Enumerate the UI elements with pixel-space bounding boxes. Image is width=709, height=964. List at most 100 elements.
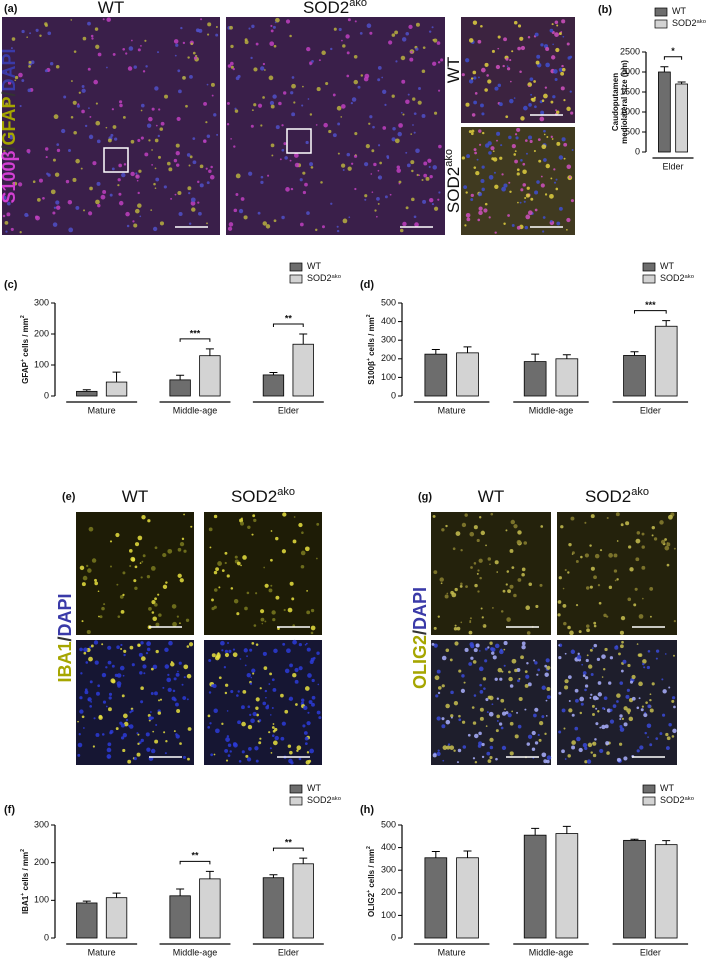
y-tick-label: 200 — [34, 328, 49, 338]
text-segment: SOD2 — [660, 273, 685, 283]
cell — [336, 229, 340, 233]
cell — [186, 698, 189, 701]
cell — [137, 733, 140, 736]
cell — [601, 724, 606, 730]
cell — [492, 655, 497, 660]
cell — [176, 709, 181, 713]
cell — [620, 523, 624, 527]
cell — [216, 133, 219, 136]
cell — [232, 652, 238, 658]
cell — [490, 647, 494, 651]
cell — [125, 211, 130, 217]
y-tick-label: 200 — [381, 353, 396, 363]
cell — [227, 754, 231, 757]
cell — [261, 622, 264, 625]
cell — [495, 729, 499, 733]
cell — [341, 104, 346, 109]
cell — [619, 630, 624, 635]
cell — [215, 567, 219, 571]
cell — [141, 514, 146, 520]
cell — [72, 177, 77, 182]
cell — [562, 604, 567, 608]
cell — [503, 37, 507, 42]
cell — [550, 220, 553, 223]
cell — [495, 64, 501, 70]
cell — [183, 513, 185, 516]
cell — [148, 607, 152, 611]
cell — [487, 759, 492, 764]
cell — [5, 230, 8, 233]
cell — [237, 720, 241, 725]
cell — [256, 713, 259, 717]
cell — [90, 34, 94, 38]
cell — [269, 100, 275, 106]
cell — [213, 113, 217, 117]
cell — [180, 26, 183, 30]
cell — [364, 198, 367, 201]
cell — [44, 22, 48, 26]
text-segment: S100β — [0, 151, 19, 204]
cell — [281, 215, 285, 220]
cell — [179, 742, 182, 745]
cell — [106, 17, 111, 22]
cell — [307, 98, 310, 100]
cell — [183, 549, 187, 553]
cell — [173, 730, 176, 732]
cell — [210, 82, 215, 87]
y-tick-label: 0 — [44, 390, 49, 400]
cell — [413, 112, 417, 116]
cell — [134, 208, 140, 214]
bar — [654, 325, 678, 397]
cell — [288, 758, 293, 764]
cell — [95, 102, 98, 105]
cell — [275, 125, 280, 130]
cell — [609, 719, 615, 724]
cell — [649, 698, 652, 702]
cell — [616, 757, 621, 762]
cell — [170, 197, 173, 200]
cell — [533, 149, 536, 153]
cell — [181, 683, 184, 686]
cell — [56, 205, 61, 210]
cell — [302, 190, 307, 195]
cell — [545, 62, 550, 68]
cell — [158, 108, 161, 111]
cell — [365, 143, 370, 149]
cell — [210, 165, 213, 169]
text-segment: OLIG2 — [410, 635, 430, 689]
cell — [100, 194, 106, 200]
cell — [435, 694, 439, 698]
cell — [474, 583, 478, 588]
cell — [85, 661, 89, 664]
cell — [127, 66, 133, 71]
cell — [478, 741, 483, 746]
cell — [8, 134, 14, 140]
cell — [465, 102, 470, 107]
cell — [661, 678, 664, 681]
cell — [659, 732, 663, 736]
cell — [485, 697, 489, 702]
cell — [293, 101, 296, 104]
cell — [292, 624, 296, 627]
cell — [522, 169, 527, 174]
cell — [525, 152, 528, 155]
cell — [538, 721, 544, 726]
text-segment: ako — [697, 19, 706, 25]
cell — [400, 55, 406, 61]
cell — [181, 537, 185, 541]
cell — [496, 139, 498, 142]
cell — [83, 651, 87, 655]
text-segment: DAPI — [410, 587, 430, 630]
cell — [609, 656, 614, 660]
x-tick-label: Middle-age — [529, 405, 574, 415]
y-tick-label: 500 — [381, 297, 396, 307]
cell — [230, 61, 234, 66]
cell — [94, 27, 99, 31]
cell — [73, 50, 77, 53]
cell — [460, 549, 463, 552]
cell — [525, 605, 531, 611]
cell — [405, 99, 410, 104]
cell — [68, 149, 71, 152]
cell — [574, 698, 579, 703]
cell — [280, 693, 284, 698]
